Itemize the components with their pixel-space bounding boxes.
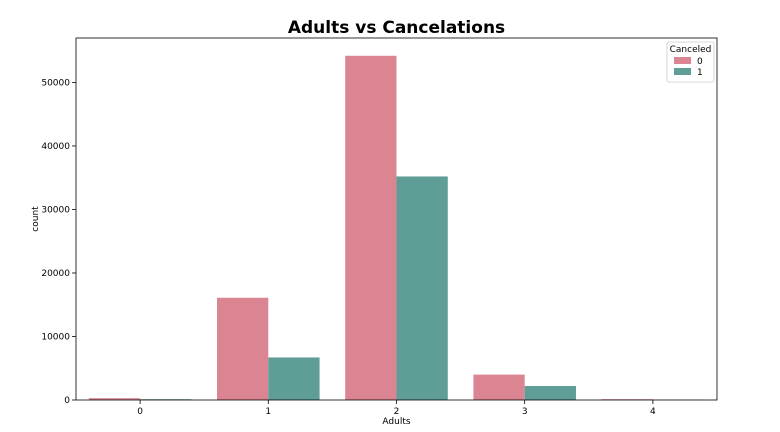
legend-label-0: 0 [697,57,703,67]
bar-adults-3-canceled-0 [473,374,525,400]
bar-adults-2-canceled-1 [396,176,448,400]
y-tick-label: 20000 [41,269,70,279]
x-tick-label: 0 [137,407,143,417]
bar-adults-0-canceled-0 [88,398,141,400]
x-tick-label: 4 [650,407,656,417]
y-tick-label: 0 [64,396,70,406]
x-axis: 0 1 2 3 4 [137,400,656,417]
y-axis: 0 10000 20000 30000 40000 50000 [41,78,76,406]
legend-title: Canceled [670,45,712,55]
legend-swatch-1 [674,68,691,75]
bar-adults-2-canceled-0 [345,55,397,400]
bar-adults-1-canceled-1 [268,357,320,400]
legend-swatch-0 [674,57,691,64]
bar-adults-1-canceled-0 [217,297,269,400]
bar-adults-3-canceled-1 [524,386,576,400]
y-tick-label: 10000 [41,332,70,342]
x-tick-label: 2 [394,407,400,417]
legend: Canceled 01 [666,41,715,83]
y-tick-label: 50000 [41,78,70,88]
y-axis-label: count [31,206,41,232]
y-tick-label: 30000 [41,205,70,215]
plot-area [88,55,705,400]
x-axis-label: Adults [382,417,410,427]
chart-title: Adults vs Cancelations [288,18,505,38]
y-tick-label: 40000 [41,142,70,152]
x-tick-label: 1 [265,407,271,417]
legend-label-1: 1 [697,68,703,78]
x-tick-label: 3 [522,407,528,417]
